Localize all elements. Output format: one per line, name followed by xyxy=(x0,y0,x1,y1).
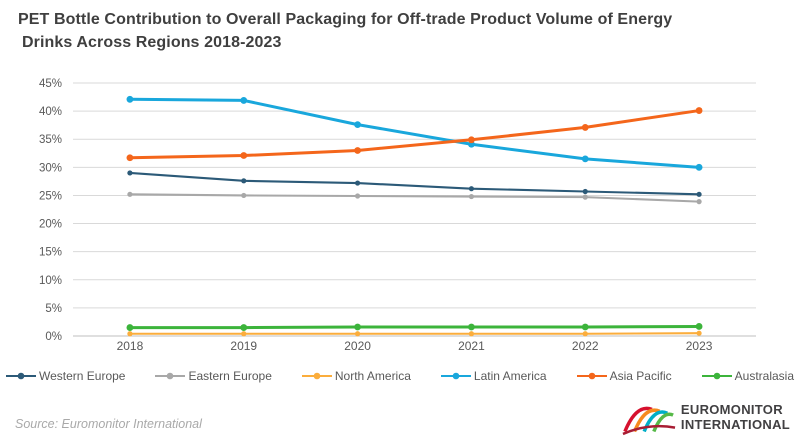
data-point-eastern-europe-2019 xyxy=(241,192,247,199)
x-tick-label: 2020 xyxy=(344,339,371,353)
data-point-eastern-europe-2022 xyxy=(582,194,588,200)
data-point-north-america-2021 xyxy=(468,331,475,337)
data-point-north-america-2022 xyxy=(582,331,588,337)
data-point-western-europe-2023 xyxy=(696,191,702,197)
legend-item-western-europe: Western Europe xyxy=(5,369,126,383)
data-point-asia-pacific-2022 xyxy=(581,124,589,131)
series-line-western-europe xyxy=(128,171,701,196)
y-tick-label: 20% xyxy=(39,219,62,231)
legend-item-eastern-europe: Eastern Europe xyxy=(155,369,272,383)
series-line-eastern-europe xyxy=(128,193,701,203)
data-point-latin-america-2019 xyxy=(240,97,248,104)
euromonitor-logo-text: EUROMONITOR INTERNATIONAL xyxy=(681,403,790,432)
x-tick-label: 2018 xyxy=(117,339,144,353)
legend-marker-asia-pacific xyxy=(576,372,607,380)
data-point-latin-america-2018 xyxy=(126,95,134,103)
legend-label-north-america: North America xyxy=(334,369,411,383)
data-point-asia-pacific-2018 xyxy=(126,154,134,162)
y-tick-label: 25% xyxy=(39,190,62,202)
y-tick-label: 30% xyxy=(39,162,62,174)
data-point-australasia-2021 xyxy=(468,323,475,331)
data-point-eastern-europe-2018 xyxy=(127,191,133,197)
data-point-australasia-2022 xyxy=(581,323,589,331)
legend-label-australasia: Australasia xyxy=(734,369,795,383)
data-point-western-europe-2021 xyxy=(468,186,475,192)
legend-marker-eastern-europe xyxy=(155,372,186,380)
data-point-north-america-2018 xyxy=(127,331,133,337)
data-point-australasia-2019 xyxy=(240,324,248,331)
legend-item-australasia: Australasia xyxy=(701,369,795,383)
data-point-north-america-2019 xyxy=(241,331,247,337)
euromonitor-logo: EUROMONITOR INTERNATIONAL xyxy=(622,398,790,438)
data-point-eastern-europe-2023 xyxy=(696,199,702,205)
y-tick-label: 35% xyxy=(39,134,62,146)
series-line-latin-america xyxy=(128,97,701,169)
logo-text-line2: INTERNATIONAL xyxy=(680,417,790,432)
y-tick-label: 15% xyxy=(39,247,62,259)
legend-label-latin-america: Latin America xyxy=(473,369,547,383)
line-chart: 0% 5% 10% 15% 20% 25% 30% 35% 40% 45% 2018 2019 2020… xyxy=(39,78,756,353)
data-point-asia-pacific-2023 xyxy=(695,107,703,114)
legend-item-latin-america: Latin America xyxy=(440,369,547,383)
data-point-latin-america-2020 xyxy=(354,121,361,129)
data-point-eastern-europe-2021 xyxy=(468,193,475,200)
data-point-australasia-2020 xyxy=(354,323,361,331)
legend-item-north-america: North America xyxy=(301,369,411,383)
chart-legend: Western Europe Eastern Europe North Americ… xyxy=(0,369,800,383)
data-point-latin-america-2023 xyxy=(695,163,703,171)
data-point-western-europe-2020 xyxy=(354,180,361,186)
data-point-north-america-2020 xyxy=(354,331,361,337)
y-tick-label: 40% xyxy=(39,106,62,118)
data-point-asia-pacific-2020 xyxy=(354,147,361,154)
logo-text-line1: EUROMONITOR xyxy=(680,402,783,418)
x-tick-label: 2019 xyxy=(230,339,257,353)
data-point-asia-pacific-2019 xyxy=(240,152,248,159)
legend-marker-north-america xyxy=(301,372,332,380)
series-line-asia-pacific xyxy=(128,109,701,160)
legend-marker-western-europe xyxy=(5,372,36,380)
chart-title-line1: PET Bottle Contribution to Overall Packa… xyxy=(18,11,673,28)
data-point-australasia-2023 xyxy=(695,323,703,330)
data-point-australasia-2018 xyxy=(126,324,134,331)
data-point-asia-pacific-2021 xyxy=(468,136,475,144)
data-point-latin-america-2022 xyxy=(581,155,589,163)
x-tick-label: 2022 xyxy=(572,339,599,353)
source-note: Source: Euromonitor International xyxy=(15,417,202,431)
data-point-western-europe-2019 xyxy=(241,178,247,184)
y-tick-label: 5% xyxy=(45,303,62,315)
legend-item-asia-pacific: Asia Pacific xyxy=(576,369,672,383)
data-point-western-europe-2022 xyxy=(582,188,588,195)
euromonitor-logo-mark-icon xyxy=(622,406,676,436)
chart-title: PET Bottle Contribution to Overall Packa… xyxy=(18,8,758,54)
legend-marker-australasia xyxy=(701,372,732,380)
data-point-western-europe-2018 xyxy=(127,170,133,176)
series-line-north-america xyxy=(128,332,701,335)
data-point-eastern-europe-2020 xyxy=(354,193,361,199)
legend-marker-latin-america xyxy=(440,372,471,380)
legend-label-eastern-europe: Eastern Europe xyxy=(188,369,272,383)
x-tick-label: 2023 xyxy=(686,339,713,353)
series-line-australasia xyxy=(128,324,701,330)
legend-label-western-europe: Western Europe xyxy=(38,369,126,383)
x-tick-label: 2021 xyxy=(458,339,485,353)
y-tick-label: 10% xyxy=(39,275,62,287)
data-point-north-america-2023 xyxy=(696,330,702,336)
y-tick-label: 45% xyxy=(39,78,62,90)
legend-label-asia-pacific: Asia Pacific xyxy=(609,369,672,383)
chart-title-line2: Drinks Across Regions 2018-2023 xyxy=(22,34,282,52)
y-tick-label: 0% xyxy=(45,331,62,343)
